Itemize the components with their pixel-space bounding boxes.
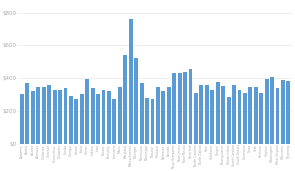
Bar [123, 55, 127, 143]
Bar [265, 79, 269, 143]
Bar [276, 88, 279, 143]
Bar [248, 87, 252, 143]
Bar [25, 83, 30, 143]
Bar [178, 73, 182, 143]
Bar [20, 94, 24, 143]
Bar [161, 91, 165, 143]
Bar [150, 99, 155, 143]
Bar [194, 93, 198, 143]
Bar [69, 96, 73, 143]
Bar [254, 87, 258, 143]
Bar [210, 90, 214, 143]
Bar [129, 19, 133, 143]
Bar [183, 71, 187, 143]
Bar [91, 88, 95, 143]
Bar [259, 93, 263, 143]
Bar [237, 90, 241, 143]
Bar [167, 87, 171, 143]
Bar [58, 90, 62, 143]
Bar [221, 86, 225, 143]
Bar [286, 81, 290, 143]
Bar [47, 86, 51, 143]
Bar [101, 90, 106, 143]
Bar [227, 97, 231, 143]
Bar [107, 91, 111, 143]
Bar [63, 88, 68, 143]
Bar [134, 58, 138, 143]
Bar [80, 94, 84, 143]
Bar [281, 80, 285, 143]
Bar [189, 69, 193, 143]
Bar [172, 73, 176, 143]
Bar [31, 91, 35, 143]
Bar [156, 87, 160, 143]
Bar [232, 86, 236, 143]
Bar [74, 99, 78, 143]
Bar [36, 87, 40, 143]
Bar [96, 94, 100, 143]
Bar [145, 98, 149, 143]
Bar [243, 93, 247, 143]
Bar [199, 85, 203, 143]
Bar [270, 77, 274, 143]
Bar [112, 99, 116, 143]
Bar [42, 87, 46, 143]
Bar [85, 79, 89, 143]
Bar [140, 83, 144, 143]
Bar [118, 87, 122, 143]
Bar [216, 82, 220, 143]
Bar [205, 86, 209, 143]
Bar [53, 90, 57, 143]
